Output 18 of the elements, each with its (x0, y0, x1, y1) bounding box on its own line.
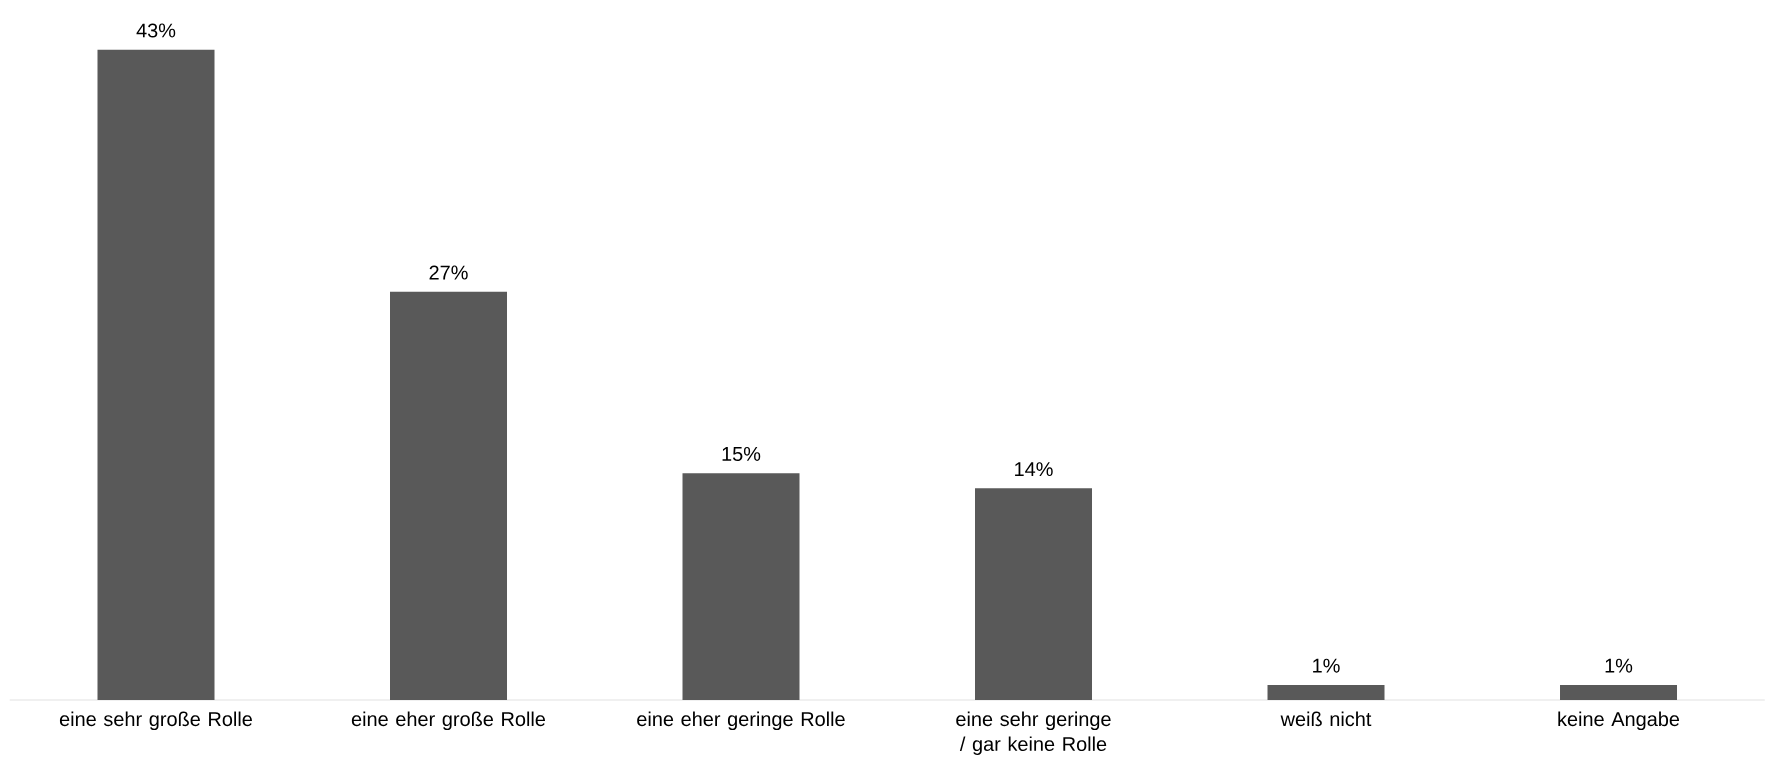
x-tick-label: eine eher große Rolle (351, 711, 546, 731)
data-label: 43% (136, 23, 176, 38)
data-label: 14% (1015, 462, 1053, 477)
bar (1267, 684, 1385, 700)
data-label: 1% (1313, 658, 1340, 673)
x-tick-label: keine Angabe (1558, 711, 1680, 731)
x-tick-label: eine sehr große Rolle (59, 711, 252, 731)
x-tick-label: weiß nicht (1280, 711, 1372, 727)
bar (975, 488, 1093, 700)
bar (1560, 684, 1678, 700)
bar (682, 473, 800, 700)
bar (97, 49, 215, 700)
bar (390, 291, 507, 700)
x-tick-label: eine sehr geringe / gar keine Rolle (956, 711, 1111, 756)
data-label: 1% (1605, 658, 1633, 673)
data-label: 15% (722, 446, 761, 461)
data-label: 27% (429, 265, 468, 280)
x-tick-label: eine eher geringe Rolle (637, 711, 845, 731)
